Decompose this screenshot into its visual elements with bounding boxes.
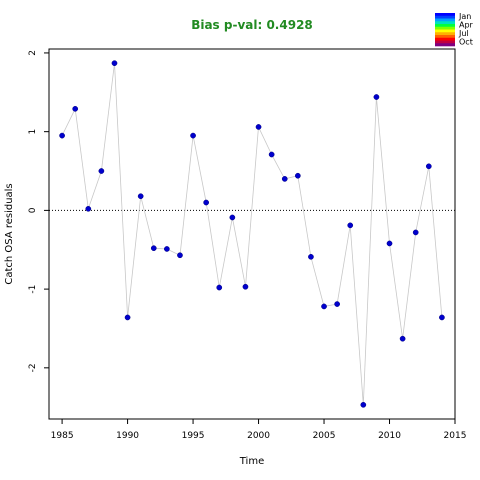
residual-point [281, 176, 288, 182]
x-axis-label: Time [239, 456, 264, 467]
x-axis: 1985 1990 1995 2000 2005 2010 2015 [51, 419, 467, 441]
legend-color-swatch [435, 13, 455, 17]
residual-point [150, 245, 157, 252]
series-line-group [61, 63, 443, 405]
residual-point [203, 199, 210, 206]
residual-point [386, 240, 393, 247]
residual-point [98, 168, 105, 174]
residual-point [439, 314, 445, 321]
legend-label: Jan [458, 12, 471, 21]
residual-point [111, 60, 118, 67]
residual-point [190, 132, 196, 139]
x-tick-label: 2005 [313, 431, 336, 441]
residual-point [294, 172, 301, 179]
x-tick-label: 1985 [51, 431, 74, 441]
residual-point [360, 401, 367, 408]
x-tick-label: 1990 [116, 431, 139, 441]
residual-point [242, 283, 249, 290]
residual-point [412, 229, 419, 236]
residual-point [177, 252, 183, 259]
residual-point [334, 301, 340, 307]
legend-color-swatch [435, 21, 455, 25]
y-tick-label: 0 [28, 207, 38, 213]
residual-point [268, 151, 275, 158]
residual-point [425, 163, 432, 170]
legend-label: Oct [459, 38, 473, 47]
residual-point [164, 246, 170, 252]
legend-color-swatch [435, 37, 455, 41]
y-axis: -2 -1 0 1 2 [28, 50, 49, 372]
plot-frame [48, 48, 456, 420]
residual-series-line [61, 63, 443, 405]
legend-label: Jul [458, 29, 469, 38]
legend-color-swatch [435, 26, 455, 30]
residual-point [59, 132, 65, 139]
residual-point [399, 335, 406, 342]
legend-color-swatch [435, 15, 455, 19]
y-tick-label: 2 [28, 50, 38, 56]
legend-label: Apr [459, 21, 474, 30]
x-tick-label: 2015 [444, 431, 467, 441]
x-tick-label: 2000 [247, 431, 270, 441]
legend-color-swatch [435, 24, 455, 28]
chart-title: Bias p-val: 0.4928 [191, 18, 313, 32]
residual-point [321, 303, 327, 310]
residual-point [85, 205, 92, 212]
y-axis-label: Catch OSA residuals [4, 183, 15, 284]
legend-color-swatch [435, 35, 455, 39]
residual-point [308, 253, 314, 260]
residual-point [124, 314, 131, 321]
residual-point [137, 193, 144, 200]
legend-color-swatch [435, 18, 455, 22]
legend-color-swatch [435, 40, 455, 44]
residual-point [255, 124, 262, 130]
residual-point [347, 222, 354, 229]
residual-point [229, 214, 236, 221]
y-tick-label: 1 [28, 129, 38, 135]
legend-color-swatch [435, 43, 455, 47]
points-group [59, 60, 445, 408]
residual-point [373, 94, 380, 100]
y-tick-label: -2 [28, 363, 38, 372]
x-tick-label: 2010 [378, 431, 401, 441]
legend-color-swatch [435, 29, 455, 33]
legend-color-swatch [435, 32, 455, 36]
x-tick-label: 1995 [182, 431, 205, 441]
residual-point [216, 284, 223, 291]
residual-point [72, 105, 79, 112]
y-tick-label: -1 [28, 285, 38, 294]
